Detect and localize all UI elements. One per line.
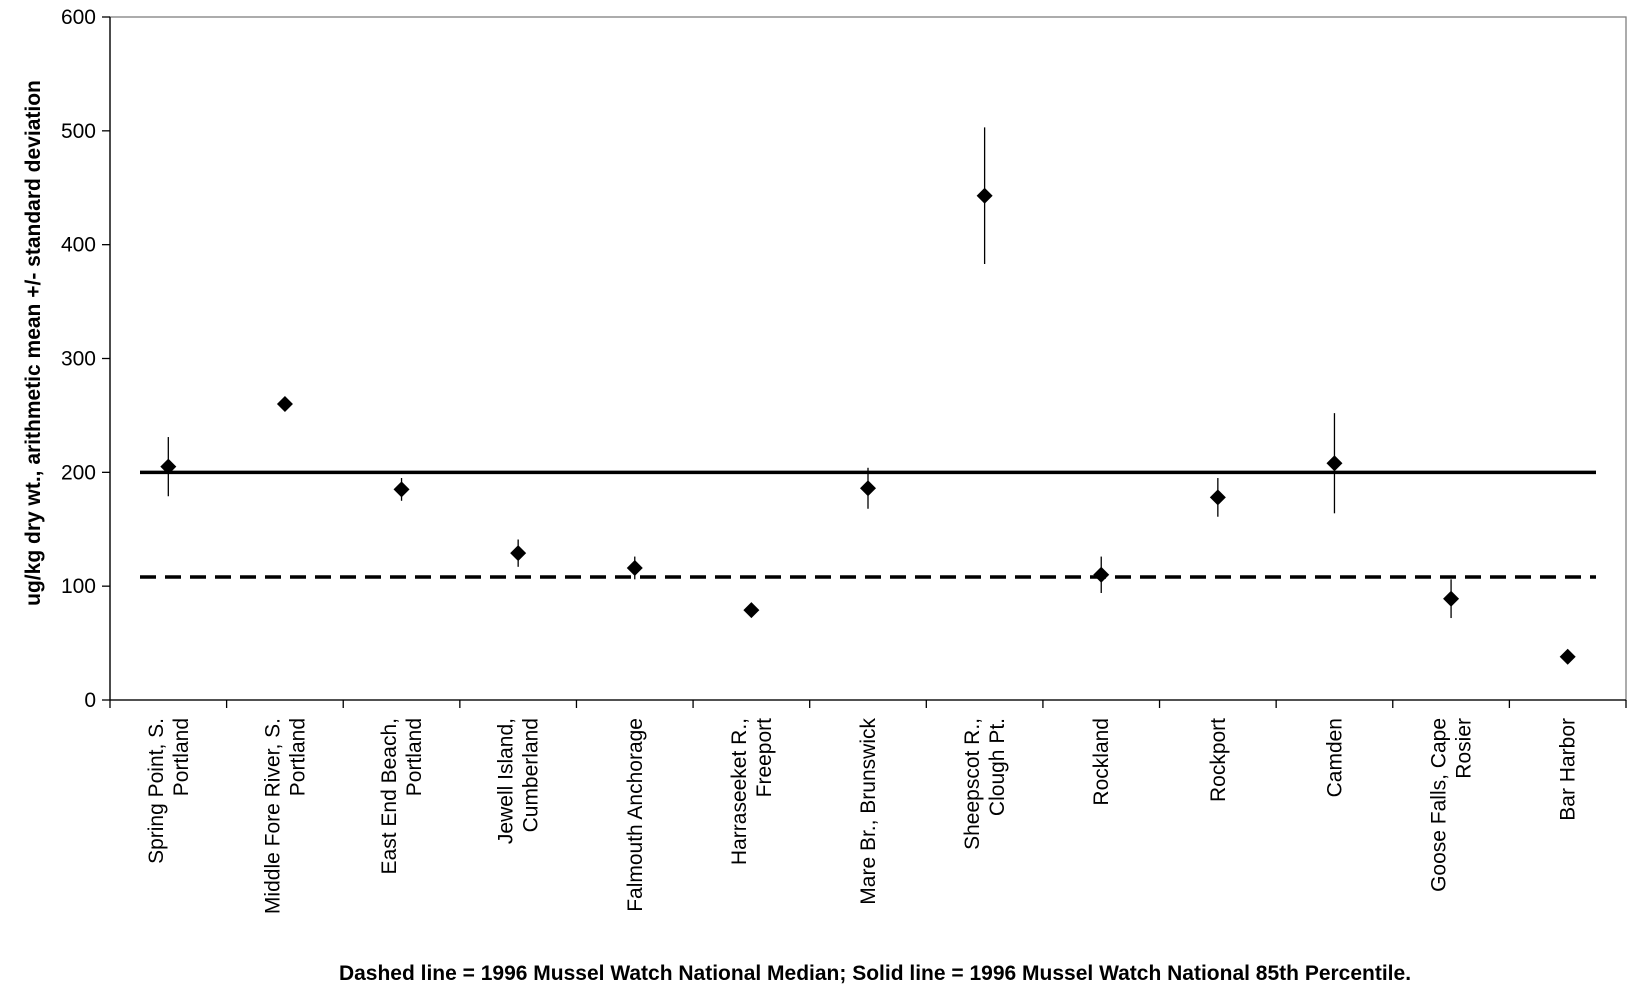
x-category-label-line: Cumberland [520,718,543,832]
x-category-label-line: Spring Point, S. [145,718,168,864]
x-category-label: Sheepscot R.,Clough Pt. [961,718,1009,850]
data-point [510,545,527,562]
x-category-label-line: Sheepscot R., [961,718,984,850]
x-category-label: East End Beach,Portland [378,718,426,874]
x-category-label: Harraseeket R.,Freeport [728,718,776,865]
data-point [1326,455,1343,472]
data-point [860,480,876,497]
x-category-label-line: Jewell Island, [495,718,518,844]
x-category-label-line: Rockport [1207,718,1230,802]
x-category-label-line: Falmouth Anchorage [624,718,647,912]
x-category-label-line: Camden [1324,718,1347,797]
data-points [160,187,1576,665]
data-point [743,602,760,619]
x-category-label-line: Middle Fore River, S. [261,718,284,914]
y-tick-label: 300 [61,348,96,371]
x-category-label: Spring Point, S.Portland [145,718,193,864]
x-category-label-line: Mare Br., Brunswick [857,718,880,905]
x-category-label: Bar Harbor [1557,718,1580,821]
x-category-label: Rockport [1207,718,1230,802]
x-category-label-line: Freeport [753,718,776,798]
y-tick-label: 600 [61,6,96,29]
plot-border [109,16,1627,701]
x-category-label-line: Rosier [1453,718,1476,779]
y-tick-label: 200 [61,461,96,484]
data-point [160,458,177,475]
data-point [1559,648,1576,665]
x-category-label-line: Goose Falls, Cape [1428,718,1451,892]
chart-note: Dashed line = 1996 Mussel Watch National… [339,962,1411,985]
y-tick-label: 400 [61,234,96,257]
x-category-label: Camden [1324,718,1347,797]
x-category-label-line: Clough Pt. [986,718,1009,816]
data-point [1209,489,1226,506]
y-axis: 0 100 200 300 400 500 600 [61,6,111,712]
data-point [976,187,993,204]
x-category-label-line: Rockland [1090,718,1113,806]
data-point [1443,590,1460,607]
error-bars [167,127,1452,619]
x-category-label: Mare Br., Brunswick [857,718,880,905]
x-category-label-line: East End Beach, [378,718,401,874]
x-category-label: Middle Fore River, S.Portland [261,718,309,914]
x-category-label: Rockland [1090,718,1113,806]
x-category-label-line: Harraseeket R., [728,718,751,865]
data-point [276,396,293,413]
data-point [1093,566,1110,583]
data-point [393,481,410,498]
y-tick-label: 500 [61,120,96,143]
x-category-label-line: Portland [286,718,309,796]
x-category-label-line: Portland [170,718,193,796]
x-axis: Spring Point, S.Portland Middle Fore Rive… [109,699,1627,914]
x-category-label: Falmouth Anchorage [624,718,647,912]
plot-area [109,16,1627,701]
data-point [626,559,643,576]
y-tick-label: 100 [61,575,96,598]
x-category-label-line: Portland [403,718,426,796]
x-category-label: Goose Falls, CapeRosier [1428,718,1476,892]
y-tick-label: 0 [84,689,96,712]
x-category-label: Jewell Island,Cumberland [495,718,543,844]
y-axis-title: ug/kg dry wt., arithmetic mean +/- stand… [22,80,45,606]
x-category-label-line: Bar Harbor [1557,718,1580,821]
